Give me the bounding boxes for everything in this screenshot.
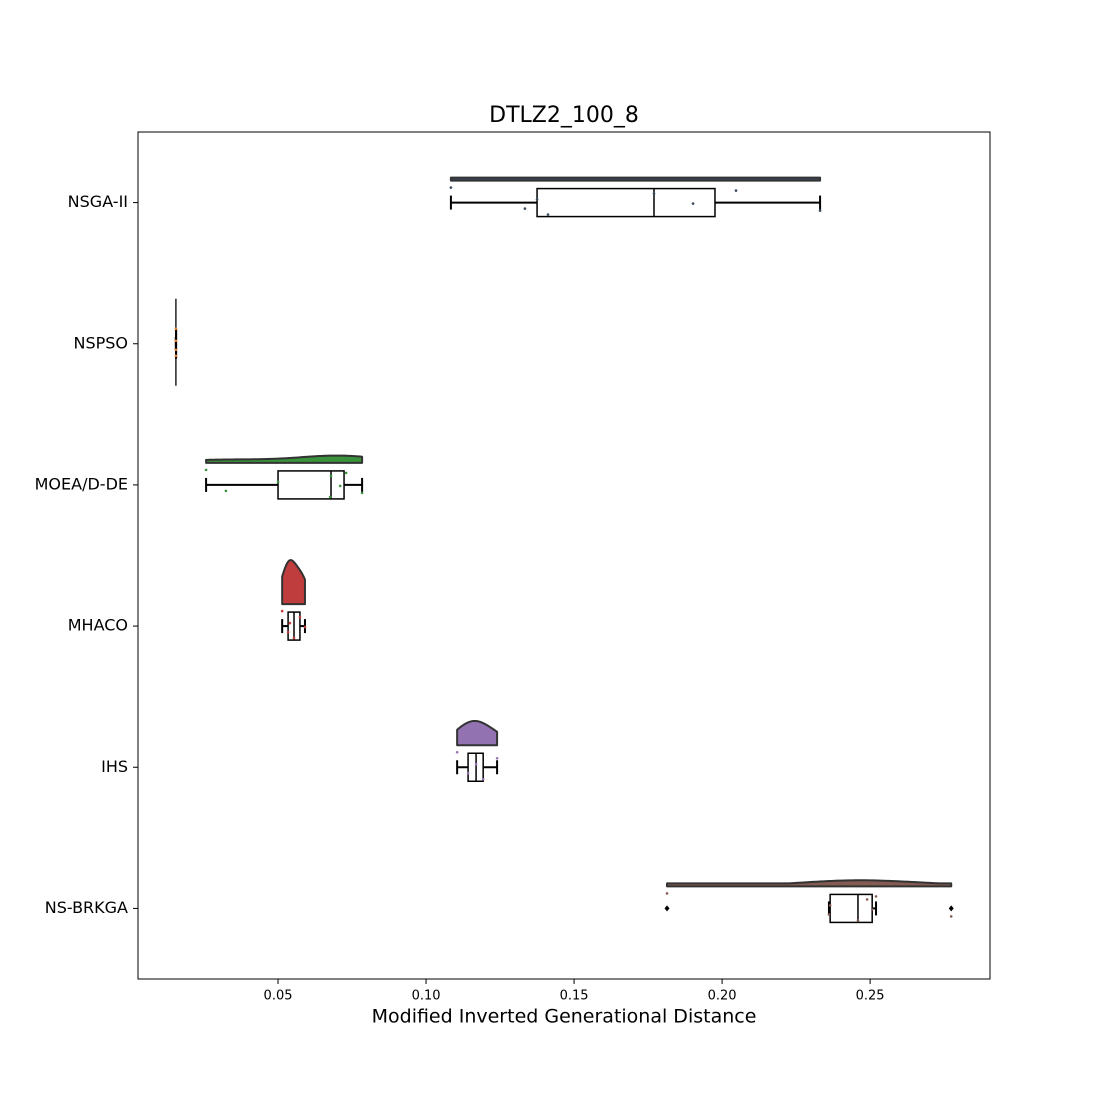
y-tick-label: NS-BRKGA: [45, 898, 128, 917]
data-point: [292, 636, 296, 640]
data-point: [870, 908, 874, 911]
data-point: [474, 762, 478, 766]
violin: [456, 719, 499, 747]
x-tick-label: 0.10: [412, 989, 441, 1004]
box: [829, 893, 873, 924]
data-point: [546, 213, 550, 216]
violin: [449, 176, 822, 182]
data-point: [328, 495, 332, 499]
box: [536, 187, 716, 218]
y-tick-label: MOEA/D-DE: [35, 474, 128, 493]
x-tick-label: 0.15: [560, 989, 589, 1004]
data-point: [466, 771, 470, 775]
data-point: [455, 750, 459, 754]
data-point: [174, 348, 178, 352]
data-point: [174, 339, 178, 343]
plot-frame: [137, 131, 991, 980]
data-point: [303, 625, 307, 629]
x-tick-label: 0.05: [264, 989, 293, 1004]
violin: [205, 454, 364, 464]
data-point: [174, 354, 178, 358]
y-tick-label: IHS: [101, 757, 128, 776]
y-tick-label: NSGA-II: [68, 192, 128, 211]
data-point: [481, 777, 485, 781]
data-point: [495, 756, 499, 760]
data-point: [535, 198, 539, 201]
data-point: [665, 892, 669, 895]
data-point: [856, 919, 860, 922]
data-point: [818, 209, 822, 212]
data-point: [204, 468, 208, 472]
data-point: [280, 609, 284, 613]
data-point: [224, 489, 228, 493]
flier: [664, 905, 670, 912]
data-point: [288, 621, 292, 625]
data-point: [286, 630, 290, 634]
data-point: [360, 491, 364, 495]
x-tick-label: 0.25: [856, 989, 885, 1004]
data-point: [827, 913, 831, 916]
box: [277, 470, 345, 500]
violin: [666, 879, 953, 888]
data-point: [828, 904, 832, 907]
data-point: [949, 915, 953, 918]
y-tick-label: MHACO: [68, 616, 128, 635]
x-axis-label: Modified Inverted Generational Distance: [372, 1006, 757, 1028]
data-point: [523, 207, 527, 210]
flier: [948, 905, 954, 912]
data-point: [449, 186, 453, 189]
data-point: [865, 898, 869, 901]
data-point: [174, 327, 178, 331]
data-point: [298, 615, 302, 619]
data-point: [874, 895, 878, 898]
violin: [281, 559, 306, 606]
x-tick-label: 0.20: [708, 989, 737, 1004]
data-point: [338, 484, 342, 488]
data-point: [276, 480, 280, 484]
y-tick-label: NSPSO: [73, 333, 128, 352]
data-point: [691, 202, 695, 205]
data-point: [734, 189, 738, 192]
chart-title: DTLZ2_100_8: [489, 103, 639, 128]
data-point: [344, 471, 348, 475]
data-point: [329, 474, 333, 478]
data-point: [652, 192, 656, 195]
